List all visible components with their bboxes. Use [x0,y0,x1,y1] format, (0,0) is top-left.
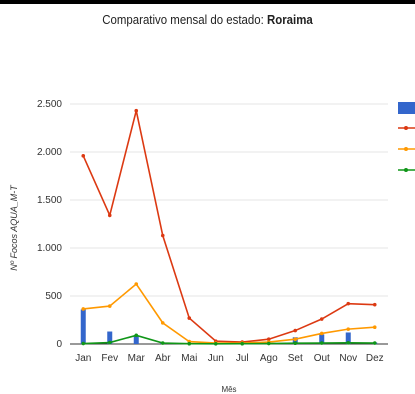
x-tick-label: Abr [155,353,171,364]
data-point [134,108,139,113]
x-tick-label: Fev [101,353,118,364]
data-point [372,302,377,307]
data-point [293,341,298,346]
bar [107,331,113,344]
data-point [346,301,351,306]
x-tick-label: Jan [75,353,91,364]
data-point [81,154,86,158]
x-tick-label: Out [314,353,330,364]
series-line [82,110,375,343]
line-series [81,333,377,346]
line-series-group [81,108,377,346]
bar [133,335,139,344]
data-point [240,341,245,346]
data-point [293,328,298,333]
bar [80,309,86,344]
y-tick-labels: 0 500 1.000 1.500 2.000 2.500 [37,99,62,350]
y-tick-label: 500 [45,291,62,302]
top-border [0,0,415,4]
data-point [266,341,271,346]
data-point [134,282,139,286]
x-tick-labels: Jan Fev Mar Abr Mai Jun Jul Ago Set Out Nov Dez [75,353,383,364]
x-tick-label: Jun [208,353,224,364]
data-point [107,213,112,218]
chart-title-prefix: Comparativo mensal do estado: [102,12,267,27]
data-point [319,331,324,336]
data-point [372,325,377,330]
y-tick-label: 2.500 [37,99,62,110]
y-tick-label: 0 [56,339,62,350]
data-point [319,317,324,321]
legend-swatch-marker [404,126,408,130]
data-point [107,340,112,345]
data-point [160,321,165,325]
bar [345,332,351,344]
legend [398,102,415,172]
y-tick-label: 1.000 [37,243,62,254]
data-point [319,341,324,345]
data-point [160,233,165,238]
data-point [160,341,165,345]
legend-swatch-marker [404,168,408,172]
data-point [293,337,298,342]
data-point [372,341,377,345]
series-line [83,334,375,345]
legend-swatch-bar [398,102,415,114]
data-point [187,316,192,320]
data-point [213,342,218,346]
x-tick-label: Mar [128,353,146,364]
chart-title: Comparativo mensal do estado: Roraima [25,12,390,27]
x-tick-label: Nov [339,353,357,364]
x-tick-label: Mai [181,353,197,364]
data-point [81,341,86,346]
data-point [187,341,192,346]
y-tick-label: 1.500 [37,195,62,206]
legend-swatch-marker [404,147,408,151]
data-point [107,304,112,308]
data-point [266,337,271,342]
data-point [346,341,351,345]
data-point [346,327,351,331]
x-tick-label: Set [288,353,303,364]
x-tick-label: Dez [366,353,384,364]
data-point [134,333,139,338]
x-tick-label: Jul [236,353,249,364]
y-tick-label: 2.000 [37,147,62,158]
data-point [81,307,86,311]
x-axis-label: Mês [221,385,236,394]
line-series [81,108,377,344]
chart-title-state: Roraima [266,12,313,27]
x-tick-label: Ago [260,353,278,364]
bar [319,334,325,344]
y-axis-label: Nº Focos AQUA_M-T [9,184,19,271]
